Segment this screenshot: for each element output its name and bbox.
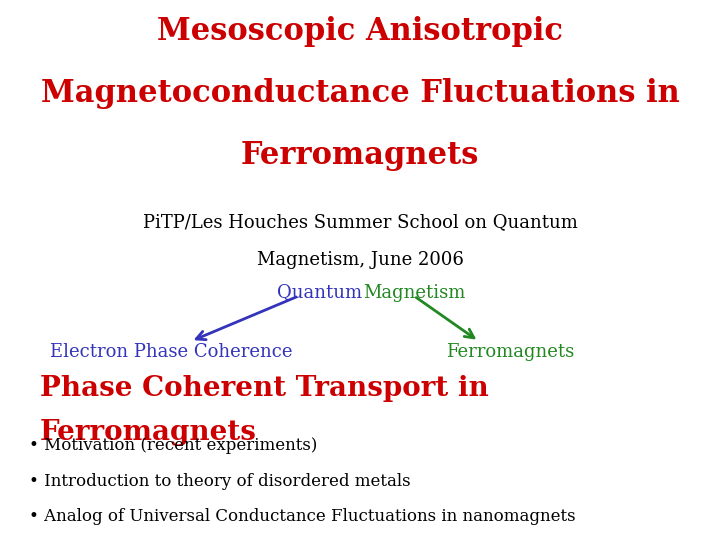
Text: Ferromagnets: Ferromagnets: [240, 140, 480, 171]
Text: Electron Phase Coherence: Electron Phase Coherence: [50, 343, 293, 361]
Text: Quantum: Quantum: [277, 284, 368, 301]
Text: Ferromagnets: Ferromagnets: [40, 418, 256, 445]
Text: Magnetoconductance Fluctuations in: Magnetoconductance Fluctuations in: [40, 78, 680, 109]
Text: Magnetism, June 2006: Magnetism, June 2006: [256, 251, 464, 269]
Text: • Introduction to theory of disordered metals: • Introduction to theory of disordered m…: [29, 472, 410, 489]
Text: Quantum Magnetism: Quantum Magnetism: [264, 284, 456, 301]
Text: Magnetism: Magnetism: [364, 284, 466, 301]
Text: • Analog of Universal Conductance Fluctuations in nanomagnets: • Analog of Universal Conductance Fluctu…: [29, 508, 575, 524]
Text: PiTP/Les Houches Summer School on Quantum: PiTP/Les Houches Summer School on Quantu…: [143, 213, 577, 231]
Text: Phase Coherent Transport in: Phase Coherent Transport in: [40, 375, 488, 402]
Text: Mesoscopic Anisotropic: Mesoscopic Anisotropic: [157, 16, 563, 47]
Text: • Motivation (recent experiments): • Motivation (recent experiments): [29, 437, 318, 454]
Text: Ferromagnets: Ferromagnets: [446, 343, 575, 361]
